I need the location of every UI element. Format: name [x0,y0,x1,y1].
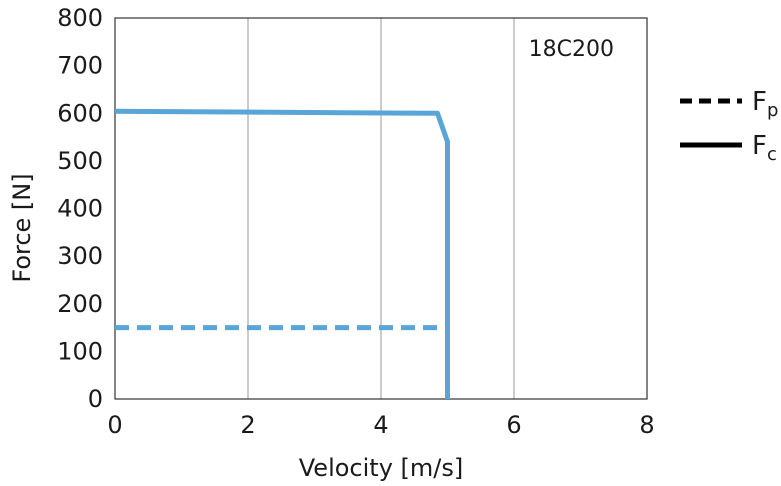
y-tick-label-4: 400 [57,195,103,223]
y-tick-label-8: 800 [57,4,103,32]
legend-label-fp-main: F [752,87,767,117]
legend: Fp Fc [680,87,778,165]
y-tick-label-0: 0 [88,385,103,413]
y-tick-label-3: 300 [57,242,103,270]
x-axis-title: Velocity [m/s] [299,454,463,482]
y-tick-label-6: 600 [57,99,103,127]
series-line-fc [114,108,450,399]
y-tick-label-2: 200 [57,290,103,318]
series-lines [114,108,450,399]
legend-label-fp-sub: p [767,100,778,121]
x-tick-label-2: 4 [373,411,388,439]
legend-label-fc: Fc [752,131,777,165]
y-tick-label-5: 500 [57,147,103,175]
x-tick-label-0: 0 [107,411,122,439]
tick-labels: 0 100 200 300 400 500 600 700 800 0 2 4 6 8 [57,4,654,439]
legend-label-fp: Fp [752,87,778,121]
y-axis-title: Force [N] [8,173,36,282]
legend-label-fc-main: F [752,131,767,161]
legend-label-fc-sub: c [767,144,777,165]
x-tick-label-1: 2 [240,411,255,439]
y-tick-label-1: 100 [57,337,103,365]
y-tick-label-7: 700 [57,52,103,80]
plot-area-frame [114,17,648,400]
chart-annotation: 18C200 [529,37,614,62]
x-tick-label-4: 8 [639,411,654,439]
x-tick-label-3: 6 [506,411,521,439]
grid-lines [247,18,515,399]
